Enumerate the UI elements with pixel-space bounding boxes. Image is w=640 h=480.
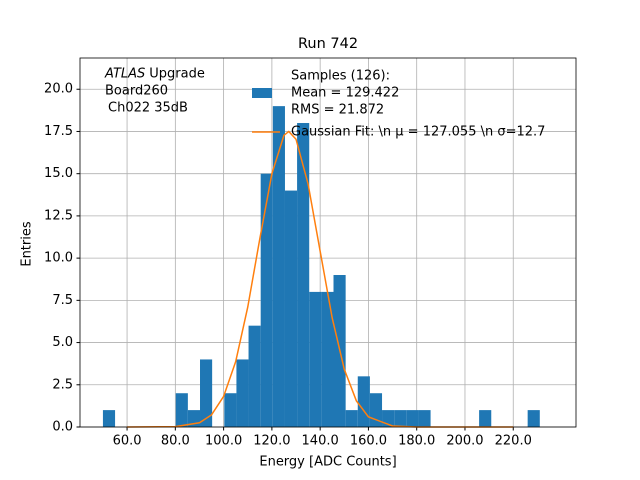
y-tick-label: 15.0 <box>44 166 73 181</box>
bar <box>406 410 419 427</box>
x-tick-label: 80.0 <box>161 434 190 449</box>
annotation: Upgrade <box>149 67 205 82</box>
bar <box>236 359 249 427</box>
bar <box>175 393 188 427</box>
bar <box>272 106 285 427</box>
chart-title: Run 742 <box>298 36 358 52</box>
y-tick-label: 12.5 <box>44 208 73 223</box>
annotation: Ch022 35dB <box>108 101 188 116</box>
x-tick-label: 200.0 <box>446 434 483 449</box>
annotation: Board260 <box>105 84 168 99</box>
bar <box>479 410 492 427</box>
plot-frame <box>79 57 577 428</box>
bar <box>248 325 261 427</box>
x-tick-label: 180.0 <box>398 434 435 449</box>
y-axis-label: Entries <box>20 221 35 267</box>
bar <box>297 123 310 427</box>
legend-label: Mean = 129.422 <box>291 86 399 101</box>
bar <box>357 376 370 427</box>
y-tick-label: 7.5 <box>52 293 73 308</box>
y-tick-label: 20.0 <box>44 82 73 97</box>
x-tick-label: 60.0 <box>113 434 142 449</box>
bar <box>102 410 116 427</box>
bar <box>200 359 213 427</box>
y-tick-label: 5.0 <box>52 335 73 350</box>
bar <box>345 410 358 427</box>
y-tick-label: 0.0 <box>52 420 73 435</box>
x-tick-label: 100.0 <box>205 434 242 449</box>
legend-label: Samples (126): <box>291 69 390 84</box>
legend-label: RMS = 21.872 <box>291 103 384 118</box>
bar <box>394 410 407 427</box>
x-tick-label: 140.0 <box>302 434 339 449</box>
x-tick-label: 220.0 <box>495 434 532 449</box>
bar <box>260 173 273 427</box>
bar <box>321 291 334 427</box>
bar <box>309 291 322 427</box>
legend-swatch <box>252 88 272 98</box>
x-tick-label: 120.0 <box>253 434 290 449</box>
y-tick-label: 17.5 <box>44 124 73 139</box>
x-axis-label: Energy [ADC Counts] <box>259 455 396 470</box>
legend-label: Gaussian Fit: \n μ = 127.055 \n σ=12.7 <box>291 125 545 140</box>
y-tick-label: 2.5 <box>52 377 73 392</box>
bar <box>527 410 540 427</box>
bar <box>418 410 431 427</box>
bar <box>284 190 298 427</box>
fit-curve <box>127 130 514 428</box>
bar <box>224 393 237 427</box>
x-tick-label: 160.0 <box>350 434 387 449</box>
y-tick-label: 10.0 <box>44 251 73 266</box>
annotation: ATLAS <box>104 67 145 82</box>
